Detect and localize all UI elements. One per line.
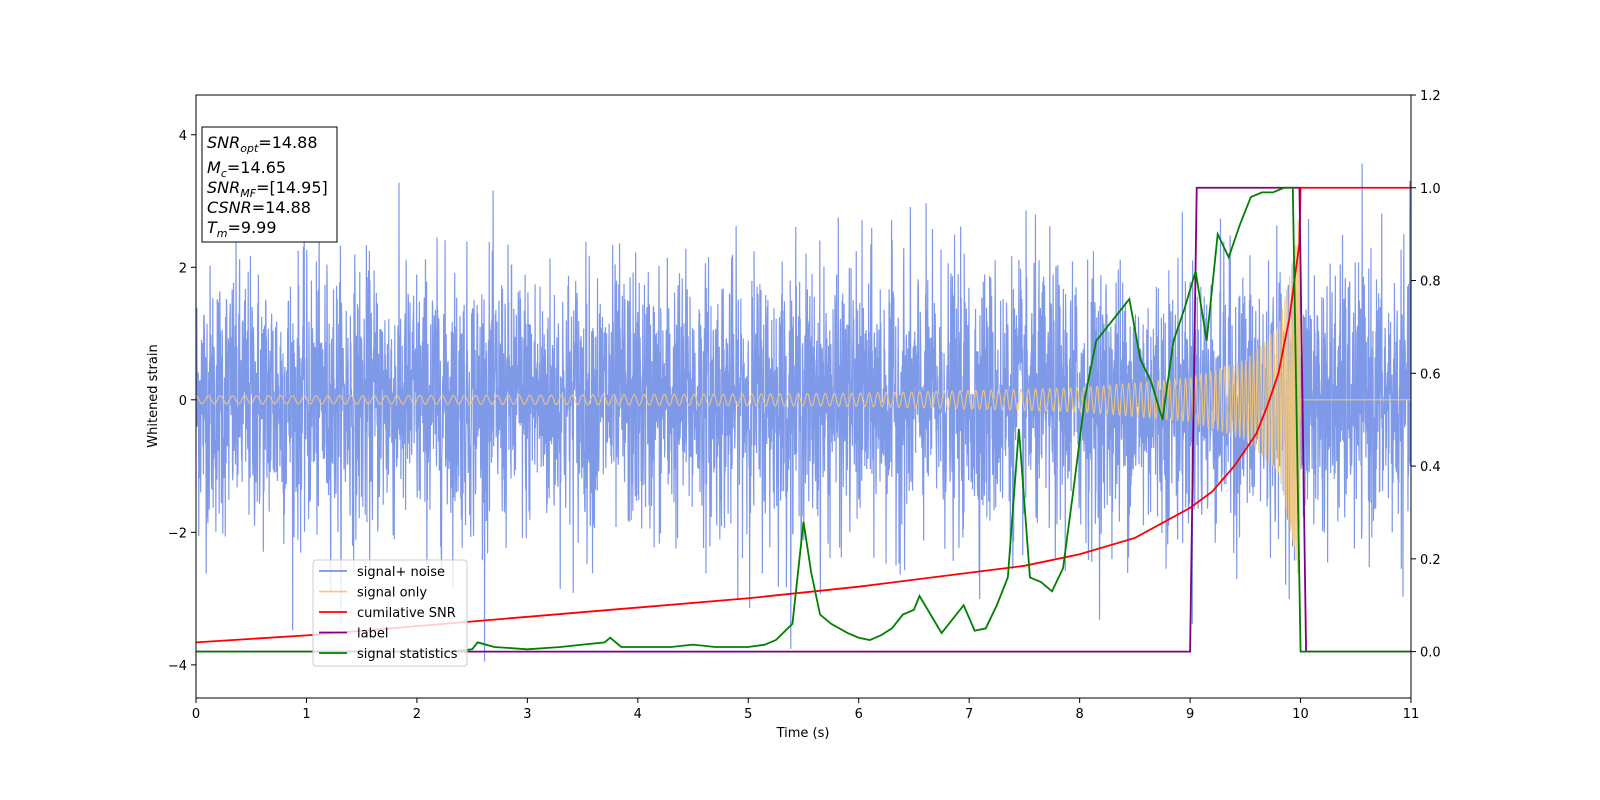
annotation-line: Mc=14.65 (207, 158, 286, 180)
annotation-box: SNRopt=14.88 Mc=14.65SNRMF=[14.95]CSNR=14… (201, 126, 338, 243)
y-tick-label: 2 (179, 261, 187, 276)
x-tick-label: 4 (634, 707, 642, 722)
x-tick-label: 1 (302, 707, 310, 722)
x-tick-label: 7 (965, 707, 973, 722)
x-tick-label: 11 (1403, 707, 1420, 722)
legend-entry: label (357, 627, 388, 642)
y-axis-label: Whitened strain (146, 344, 161, 447)
annotation-line: Tm=9.99 (207, 218, 277, 240)
y-tick-label: −2 (168, 526, 187, 541)
x-tick-label: 0 (192, 707, 200, 722)
annotation-line: CSNR=14.88 (207, 198, 311, 217)
series-signal-statistics (196, 186, 1411, 653)
y2-tick-label: 0.8 (1420, 275, 1441, 290)
annotation-line: SNRopt=14.88 (207, 133, 318, 155)
x-tick-label: 8 (1075, 707, 1083, 722)
legend-entry: signal only (357, 586, 427, 601)
y-tick-label: −4 (168, 659, 187, 674)
annotation-frame (201, 126, 338, 243)
y2-tick-label: 1.0 (1420, 182, 1441, 197)
x-tick-label: 5 (744, 707, 752, 722)
y2-tick-label: 0.4 (1420, 460, 1441, 475)
y2-tick-label: 0.6 (1420, 367, 1441, 382)
x-tick-label: 2 (413, 707, 421, 722)
series-signal-noise (196, 163, 1411, 662)
y2-tick-label: 0.0 (1420, 646, 1441, 661)
x-tick-label: 10 (1292, 707, 1309, 722)
ticks-layer: 0 1 2 3 4 5 6 7 8 9 10 11 −4 −2 0 2 4 0.0 0.2 0.4 0.6 0.8 1.0 1… (168, 89, 1441, 722)
legend: signal+ noise signal only cumilative SNR la… (312, 559, 468, 667)
x-axis-label: Time (s) (776, 726, 830, 741)
series-layer (196, 163, 1411, 662)
legend-frame (312, 559, 468, 667)
x-tick-label: 3 (523, 707, 531, 722)
legend-entry: signal+ noise (357, 565, 445, 580)
x-tick-label: 6 (855, 707, 863, 722)
y-tick-label: 4 (179, 129, 187, 144)
y2-tick-label: 1.2 (1420, 89, 1441, 104)
series-signal-only (196, 218, 1411, 580)
y-tick-label: 0 (179, 394, 187, 409)
legend-entry: signal statistics (357, 647, 458, 662)
legend-entry: cumilative SNR (357, 606, 456, 621)
series-cumilative-snr (196, 186, 1411, 644)
plot-frame (195, 94, 1412, 699)
annotation-line: SNRMF=[14.95] (207, 178, 328, 200)
x-tick-label: 9 (1186, 707, 1194, 722)
y2-tick-label: 0.2 (1420, 553, 1441, 568)
